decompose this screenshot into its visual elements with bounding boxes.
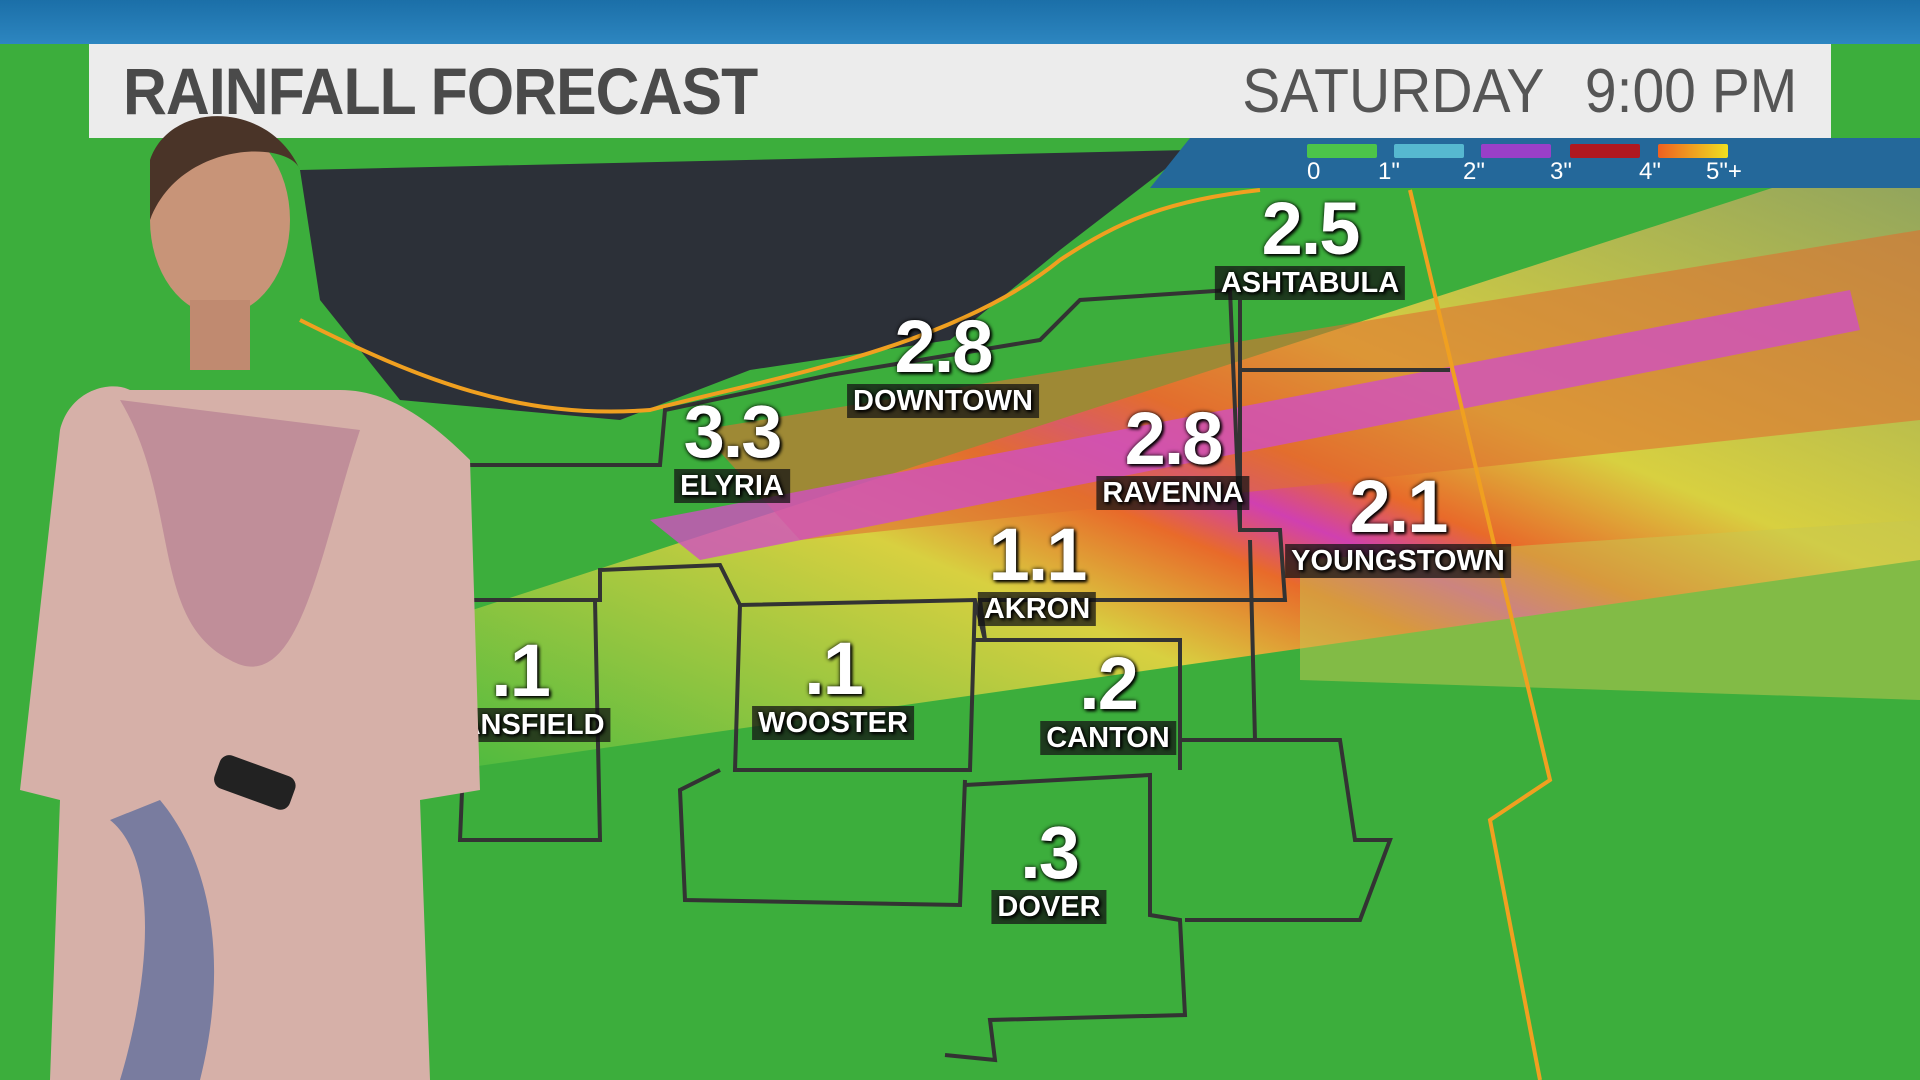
location-name: DOVER [991, 890, 1107, 924]
lake-erie [300, 150, 1190, 420]
header-bar: RAINFALL FORECAST SATURDAY 9:00 PM [89, 44, 1831, 138]
location-akron: 1.1 AKRON [977, 513, 1097, 626]
top-strip [0, 0, 1920, 44]
location-name: WOOSTER [752, 706, 914, 740]
location-canton: .2 CANTON [1040, 647, 1176, 755]
clicker-remote [214, 755, 296, 810]
rain-total: 2.8 [1124, 397, 1224, 480]
location-dover: .3 DOVER [991, 811, 1107, 924]
location-youngstown: 2.1 YOUNGSTOWN [1285, 470, 1511, 578]
location-name: ELYRIA [674, 469, 790, 503]
location-elyria: 3.3 ELYRIA [674, 395, 790, 503]
legend-label: 5"+ [1706, 158, 1742, 185]
forecast-hour: 9:00 PM [1584, 56, 1797, 126]
location-ravenna: 2.8 RAVENNA [1096, 397, 1250, 510]
location-name: YOUNGSTOWN [1285, 544, 1511, 578]
location-ashtabula: 2.5 ASHTABULA [1214, 187, 1406, 300]
forecast-time: SATURDAY 9:00 PM [1242, 56, 1797, 127]
rainfall-legend: 0 1" 2" 3" 4" 5"+ [1150, 138, 1920, 188]
rain-total: 2.8 [894, 305, 994, 388]
legend-swatch-purple [1481, 144, 1551, 158]
location-wooster: .1 WOOSTER [752, 632, 914, 740]
legend-label: 1" [1378, 158, 1400, 185]
legend-swatch-red [1570, 144, 1640, 158]
legend-label: 4" [1639, 158, 1661, 185]
legend-label: 0 [1307, 158, 1321, 185]
rain-total: 2.1 [1349, 465, 1449, 548]
shoreline [299, 188, 1261, 414]
presenter-hair [150, 116, 300, 220]
legend-swatch-orange [1658, 144, 1728, 158]
presenter-dress [20, 386, 480, 1080]
rain-total: .3 [1020, 811, 1080, 894]
location-name: ASHTABULA [1214, 266, 1406, 300]
rain-total: 2.5 [1261, 187, 1361, 270]
rain-total: .1 [491, 629, 551, 712]
location-name: AKRON [977, 592, 1097, 626]
page-title: RAINFALL FORECAST [123, 54, 758, 128]
rain-total: 1.1 [988, 513, 1088, 596]
legend-label: 2" [1463, 158, 1485, 185]
legend-swatch-blue [1394, 144, 1464, 158]
rain-total: .2 [1079, 642, 1139, 725]
legend-swatch-green [1307, 144, 1377, 158]
location-name: RAVENNA [1096, 476, 1250, 510]
presenter-neck [190, 300, 250, 370]
extreme-rain-band [650, 290, 1860, 560]
location-downtown: 2.8 DOWNTOWN [847, 310, 1039, 418]
state-border [1408, 189, 1553, 1080]
dress-pattern [110, 800, 215, 1080]
dress-pattern [120, 400, 360, 667]
location-name: DOWNTOWN [847, 384, 1039, 418]
forecast-day: SATURDAY [1241, 56, 1545, 126]
legend-label: 3" [1550, 158, 1572, 185]
rain-total: 3.3 [683, 390, 783, 473]
presenter [20, 116, 480, 1080]
rain-total: .1 [804, 627, 864, 710]
location-name: CANTON [1040, 721, 1176, 755]
